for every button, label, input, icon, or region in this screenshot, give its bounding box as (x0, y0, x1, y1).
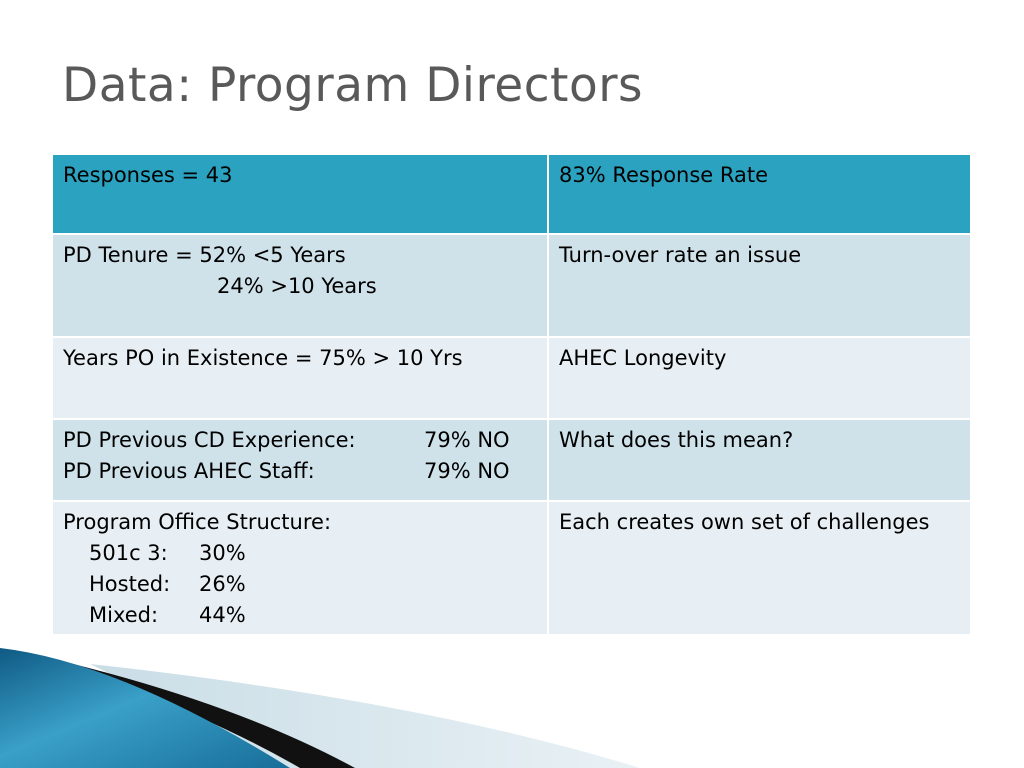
experience-note-cell: What does this mean? (547, 418, 972, 502)
slide-title: Data: Program Directors (62, 58, 644, 113)
data-table: Responses = 43 83% Response Rate PD Tenu… (51, 153, 972, 636)
table-row-experience: PD Previous CD Experience: 79% NO PD Pre… (51, 418, 972, 502)
ahec-staff-line: PD Previous AHEC Staff: 79% NO (63, 456, 537, 487)
structure-item: Hosted: 26% (63, 569, 537, 600)
existence-cell: Years PO in Existence = 75% > 10 Yrs (51, 336, 549, 420)
structure-item-value: 26% (199, 572, 246, 596)
table-row-tenure: PD Tenure = 52% <5 Years 24% >10 Years T… (51, 233, 972, 338)
structure-item-value: 30% (199, 541, 246, 565)
ahec-staff-value: 79% NO (424, 459, 510, 483)
tenure-line-2: 24% >10 Years (217, 274, 377, 298)
structure-item-value: 44% (199, 603, 246, 627)
existence-note-cell: AHEC Longevity (547, 336, 972, 420)
cd-experience-line: PD Previous CD Experience: 79% NO (63, 425, 537, 456)
experience-cell: PD Previous CD Experience: 79% NO PD Pre… (51, 418, 549, 502)
ahec-staff-label: PD Previous AHEC Staff: (63, 459, 315, 483)
structure-cell: Program Office Structure: 501c 3: 30% Ho… (51, 500, 549, 636)
structure-note-cell: Each creates own set of challenges (547, 500, 972, 636)
swoosh-blue-band (0, 648, 290, 768)
table-header-row: Responses = 43 83% Response Rate (51, 153, 972, 235)
structure-item-label: Mixed: (89, 603, 159, 627)
response-rate-cell: 83% Response Rate (547, 153, 972, 235)
tenure-cell: PD Tenure = 52% <5 Years 24% >10 Years (51, 233, 549, 338)
structure-item: 501c 3: 30% (63, 538, 537, 569)
cd-experience-label: PD Previous CD Experience: (63, 428, 356, 452)
tenure-note-cell: Turn-over rate an issue (547, 233, 972, 338)
structure-item-label: 501c 3: (89, 541, 168, 565)
tenure-line-1: PD Tenure = 52% <5 Years (63, 243, 346, 267)
responses-cell: Responses = 43 (51, 153, 549, 235)
table-row-existence: Years PO in Existence = 75% > 10 Yrs AHE… (51, 336, 972, 420)
structure-heading: Program Office Structure: (63, 510, 332, 534)
table-row-structure: Program Office Structure: 501c 3: 30% Ho… (51, 500, 972, 636)
structure-item-label: Hosted: (89, 572, 171, 596)
structure-item: Mixed: 44% (63, 600, 537, 631)
cd-experience-value: 79% NO (424, 428, 510, 452)
